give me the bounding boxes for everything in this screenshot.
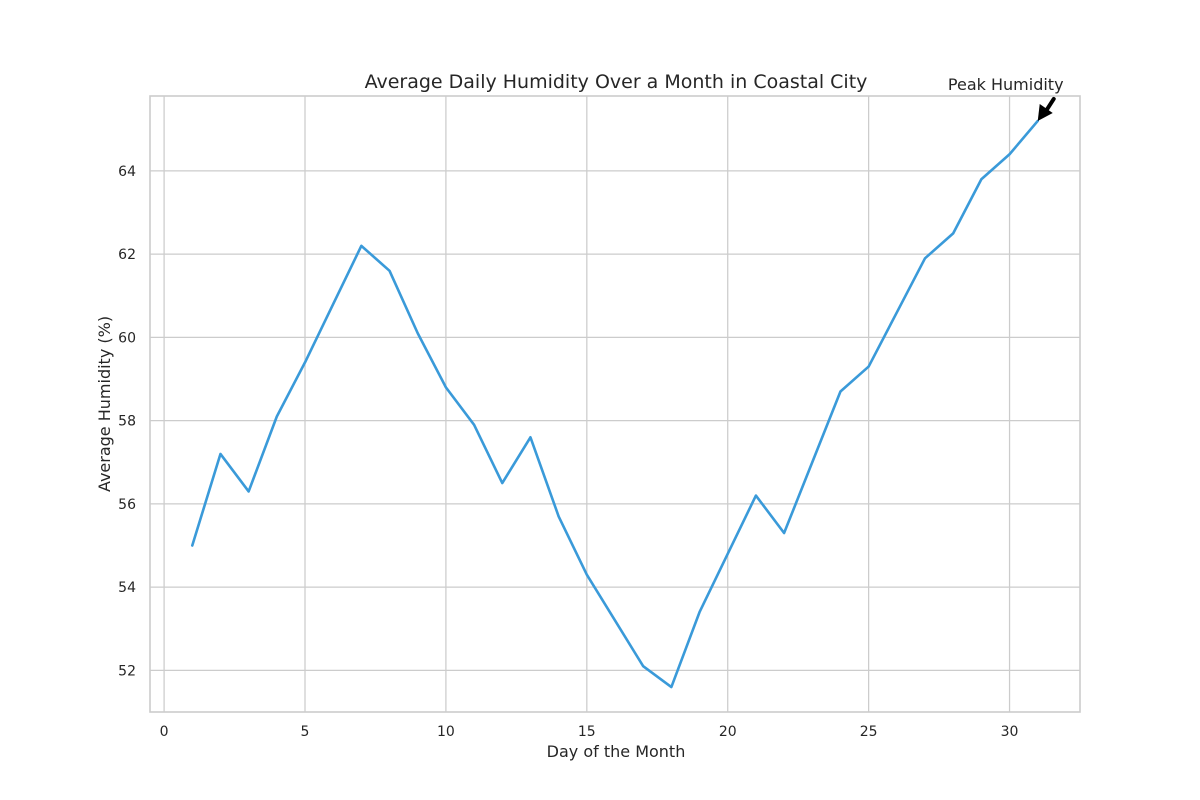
x-tick-label: 10 bbox=[437, 724, 455, 740]
humidity-series-line bbox=[190, 119, 1040, 689]
y-tick-label: 54 bbox=[118, 580, 136, 596]
y-tick-label: 62 bbox=[118, 247, 136, 263]
x-tick-label: 30 bbox=[1001, 724, 1019, 740]
x-axis-ticks: 0 5 10 15 20 25 30 bbox=[160, 724, 1019, 740]
x-axis-label: Day of the Month bbox=[547, 742, 686, 761]
annotation-arrow bbox=[1037, 96, 1056, 121]
y-tick-label: 60 bbox=[118, 330, 136, 346]
y-axis-label: Average Humidity (%) bbox=[95, 316, 114, 492]
chart-title: Average Daily Humidity Over a Month in C… bbox=[365, 71, 868, 93]
x-tick-label: 0 bbox=[160, 724, 169, 740]
x-tick-label: 20 bbox=[719, 724, 737, 740]
x-tick-label: 25 bbox=[860, 724, 878, 740]
x-tick-label: 15 bbox=[578, 724, 596, 740]
y-tick-label: 52 bbox=[118, 663, 136, 679]
plot-frame bbox=[149, 95, 1081, 713]
annotation-layer: Peak Humidity bbox=[948, 75, 1064, 121]
y-axis-ticks: 52 54 56 58 60 62 64 bbox=[118, 164, 136, 679]
grid bbox=[150, 96, 1080, 712]
y-tick-label: 56 bbox=[118, 497, 136, 513]
y-tick-label: 64 bbox=[118, 164, 136, 180]
annotation-text: Peak Humidity bbox=[948, 75, 1064, 94]
x-tick-label: 5 bbox=[301, 724, 310, 740]
y-tick-label: 58 bbox=[118, 414, 136, 430]
series-layer bbox=[190, 119, 1040, 689]
